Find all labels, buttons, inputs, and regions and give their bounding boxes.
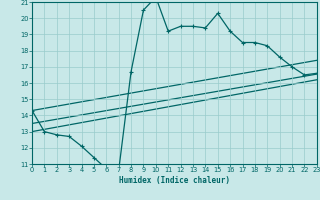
X-axis label: Humidex (Indice chaleur): Humidex (Indice chaleur) bbox=[119, 176, 230, 185]
